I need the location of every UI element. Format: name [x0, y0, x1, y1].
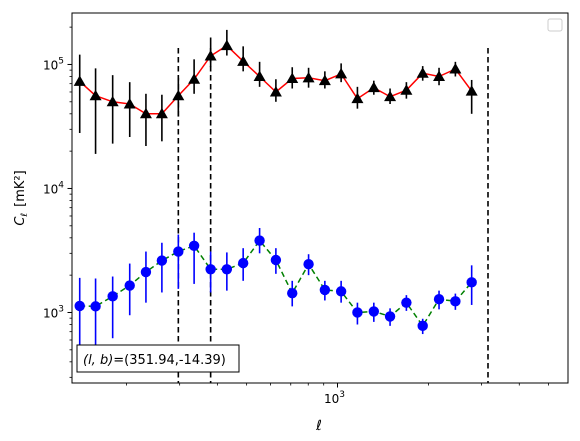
data-point-circle [368, 306, 380, 317]
data-point-circle [237, 257, 249, 269]
y-tick-label: 105 [43, 56, 64, 72]
data-point-triangle [155, 107, 168, 119]
data-point-triangle [351, 92, 364, 104]
data-point-triangle [106, 95, 119, 107]
data-point-triangle [286, 72, 299, 84]
plot-frame [71, 12, 569, 384]
data-point-circle [352, 307, 363, 318]
data-point-triangle [172, 89, 185, 101]
y-tick-label: 104 [43, 180, 64, 196]
legend-box [547, 18, 563, 32]
axis-ticks: 103 103 104 105 [43, 26, 549, 406]
x-axis-label: ℓ [315, 418, 322, 434]
data-point-circle [401, 297, 412, 308]
data-point-circle [319, 284, 331, 296]
data-point-circle [124, 280, 135, 291]
data-point-triangle [400, 84, 413, 95]
data-point-circle [221, 264, 233, 275]
data-point-triangle [188, 73, 201, 84]
data-point-circle [205, 264, 216, 275]
data-point-circle [90, 301, 101, 312]
data-point-circle [433, 293, 445, 305]
plot-area [73, 29, 489, 383]
data-point-circle [254, 235, 265, 246]
data-point-circle [287, 288, 298, 299]
annotation-text: (l, b)=(351.94,-14.39) [83, 353, 226, 368]
data-point-triangle [253, 70, 266, 81]
data-point-triangle [465, 85, 478, 96]
data-point-circle [270, 254, 282, 266]
y-tick-label: 103 [43, 304, 64, 320]
data-point-triangle [237, 55, 250, 66]
data-point-circle [466, 277, 477, 288]
data-point-triangle [269, 85, 282, 97]
data-point-circle [384, 311, 396, 322]
data-point-triangle [449, 62, 462, 74]
data-point-circle [173, 246, 184, 257]
data-point-triangle [73, 75, 86, 86]
data-point-triangle [384, 90, 397, 102]
data-point-triangle [89, 89, 102, 101]
data-point-circle [74, 300, 85, 312]
data-point-triangle [335, 67, 348, 79]
data-point-triangle [302, 71, 315, 83]
data-point-triangle [139, 107, 152, 119]
data-point-circle [335, 286, 347, 297]
data-point-triangle [416, 67, 429, 78]
data-point-circle [417, 320, 428, 332]
data-point-circle [450, 296, 461, 307]
data-point-triangle [367, 81, 380, 93]
data-point-triangle [318, 74, 331, 86]
data-point-triangle [123, 97, 136, 109]
x-tick-label: 103 [324, 390, 345, 406]
data-point-triangle [220, 39, 233, 51]
data-point-circle [140, 266, 152, 278]
data-point-triangle [433, 70, 446, 81]
y-axis-label: Cℓ[mK²] [13, 170, 30, 225]
data-point-circle [303, 259, 314, 270]
annotation-box [76, 344, 240, 373]
data-point-triangle [204, 50, 217, 61]
data-point-circle [107, 291, 118, 302]
data-point-circle [156, 255, 168, 266]
data-point-circle [188, 240, 200, 251]
